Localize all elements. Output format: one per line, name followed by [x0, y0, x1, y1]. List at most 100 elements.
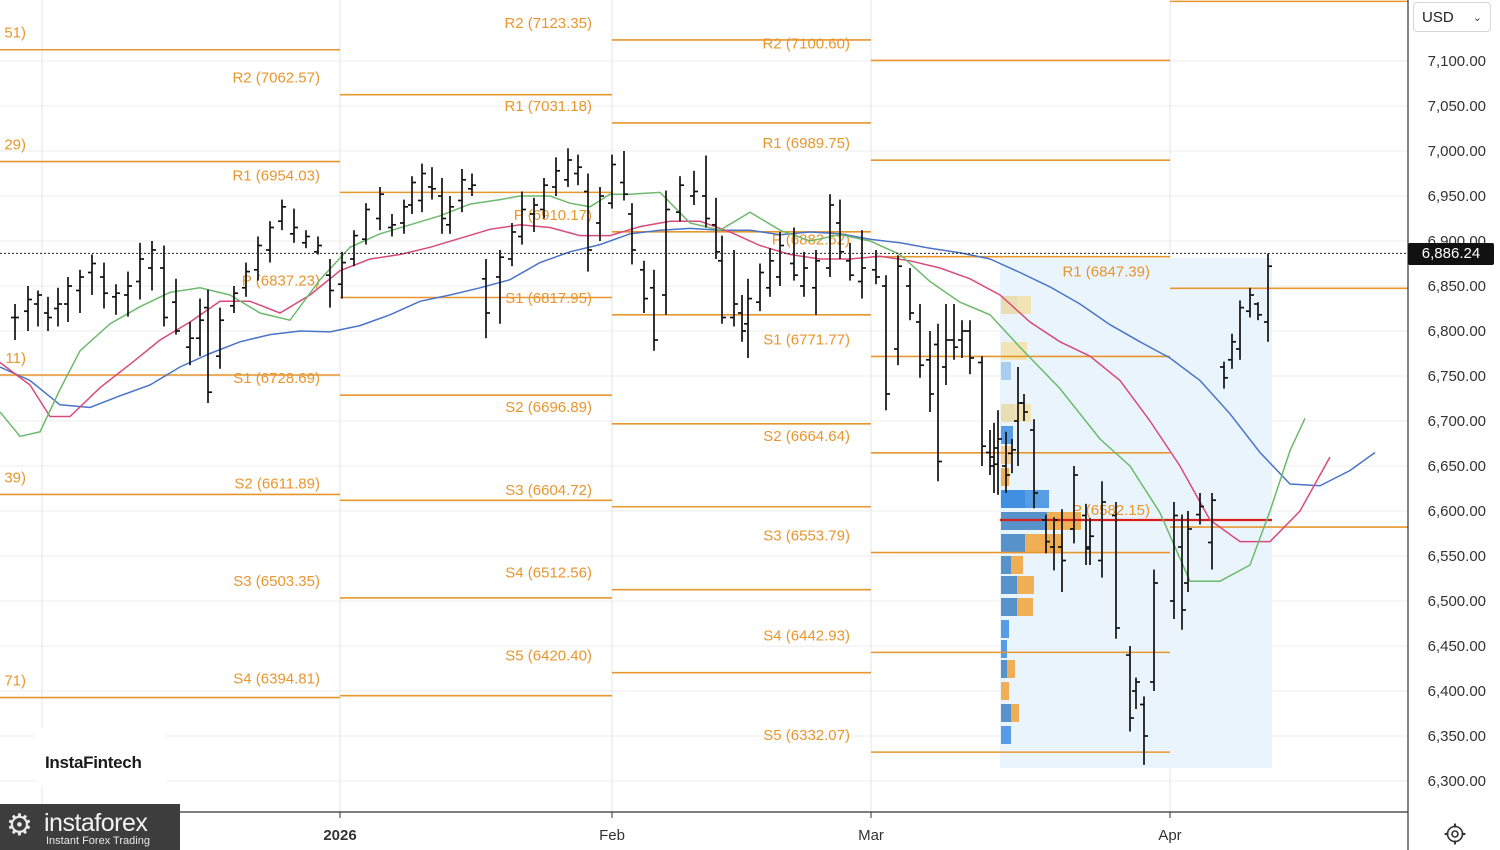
y-tick-label: 6,650.00 [1428, 458, 1486, 475]
y-tick-label: 7,050.00 [1428, 98, 1486, 115]
ohlc-bar [584, 173, 592, 272]
ohlc-bar [230, 286, 238, 313]
y-tick-label: 6,950.00 [1428, 188, 1486, 205]
ohlc-bars [11, 148, 1272, 765]
ohlc-bar [172, 278, 180, 335]
ohlc-bar [934, 323, 942, 482]
ohlc-bar [518, 191, 526, 245]
ohlc-bar [540, 178, 548, 219]
pivot-label: P (6837.23) [242, 272, 320, 289]
pivot-label: R1 (7031.18) [504, 98, 592, 115]
ohlc-bar [916, 304, 924, 378]
ohlc-bar [1002, 431, 1010, 493]
ohlc-bar [408, 176, 416, 214]
ohlc-bar [756, 263, 764, 312]
pivot-label: S4 (6442.93) [763, 627, 850, 644]
pivot-label: S5 (6420.40) [505, 648, 592, 665]
ohlc-bar [596, 187, 604, 241]
ohlc-bar [388, 214, 396, 237]
pivot-label: R1 (6989.75) [762, 135, 850, 152]
ohlc-bar [676, 176, 684, 222]
ohlc-bar [958, 320, 966, 358]
last-price-tag: 6,886.24 [1408, 243, 1494, 265]
x-tick-label: Mar [858, 827, 884, 844]
y-tick-label: 6,800.00 [1428, 323, 1486, 340]
ohlc-bar [290, 208, 298, 243]
y-tick-label: 7,100.00 [1428, 53, 1486, 70]
ohlc-bar [836, 199, 844, 259]
ohlc-bar [730, 250, 738, 327]
pivot-label: R2 (7100.60) [762, 35, 850, 52]
ohlc-bar [1070, 466, 1078, 544]
ohlc-bar [790, 227, 798, 281]
currency-selector[interactable]: USD ⌄ [1413, 2, 1491, 32]
ohlc-bar [1126, 646, 1134, 732]
pivot-label: S1 (6817.95) [505, 290, 592, 307]
y-tick-label: 6,450.00 [1428, 638, 1486, 655]
y-tick-label: 6,850.00 [1428, 278, 1486, 295]
profile-row [1001, 404, 1031, 422]
pivot-label: S4 (6512.56) [505, 565, 592, 582]
ohlc-bar [552, 157, 560, 196]
ohlc-bar [44, 296, 52, 331]
pivot-label: R2 (7123.35) [504, 15, 592, 32]
ohlc-bar [1254, 302, 1262, 321]
ohlc-bar [1020, 394, 1028, 421]
pivot-label: R2 (7062.57) [232, 70, 320, 87]
y-tick-label: 6,700.00 [1428, 413, 1486, 430]
ohlc-bar [640, 260, 648, 313]
moving-averages [0, 191, 1376, 582]
ohlc-bar [1132, 677, 1140, 709]
ohlc-bar [776, 232, 784, 286]
ohlc-bar [738, 295, 746, 342]
ohlc-bar [112, 284, 120, 315]
ohlc-bar [564, 148, 572, 187]
ohlc-bar [628, 203, 636, 265]
ohlc-bar [362, 203, 370, 245]
currency-value: USD [1422, 8, 1454, 26]
ohlc-bar [894, 255, 902, 366]
ohlc-bar [1140, 696, 1148, 765]
y-tick-label: 6,550.00 [1428, 548, 1486, 565]
pivot-label: 29) [4, 137, 26, 154]
pivot-label: S3 (6503.35) [233, 573, 320, 590]
ohlc-bar [76, 269, 84, 313]
ohlc-bar [446, 196, 454, 234]
profile-row [1001, 620, 1009, 638]
profile-row [1001, 726, 1011, 744]
ohlc-bar [376, 187, 384, 231]
ohlc-bar [242, 262, 250, 297]
ohlc-bar [400, 199, 408, 234]
ohlc-bar [978, 356, 986, 466]
ohlc-bar [1150, 569, 1158, 691]
ohlc-bar [438, 178, 446, 234]
pivot-label: S1 (6728.69) [233, 370, 320, 387]
ohlc-bar [216, 307, 224, 369]
ohlc-bar [1008, 439, 1016, 474]
ohlc-bar [418, 163, 426, 213]
profile-row [1001, 490, 1025, 508]
ohlc-bar [458, 169, 466, 213]
ohlc-bar [350, 230, 358, 267]
ohlc-bar [496, 250, 504, 324]
ohlc-bar [826, 194, 834, 277]
ohlc-bar [1050, 517, 1058, 571]
profile-row [1001, 296, 1031, 314]
pivot-label: S2 (6696.89) [505, 399, 592, 416]
ohlc-bar [650, 269, 658, 351]
ohlc-bar [744, 278, 752, 358]
profile-row [1001, 556, 1011, 574]
ohlc-bar [702, 155, 710, 228]
profile-row [1001, 598, 1017, 616]
moving-average-line [0, 227, 1376, 487]
ohlc-bar [530, 197, 538, 232]
pivot-label: S2 (6611.89) [234, 475, 320, 492]
ohlc-bar [1236, 300, 1244, 360]
profile-row [1001, 468, 1009, 486]
profile-row [1001, 576, 1017, 594]
settings-icon[interactable] [1443, 822, 1467, 846]
y-tick-label: 6,500.00 [1428, 593, 1486, 610]
ohlc-bar [872, 250, 880, 285]
ohlc-bar [812, 250, 820, 315]
